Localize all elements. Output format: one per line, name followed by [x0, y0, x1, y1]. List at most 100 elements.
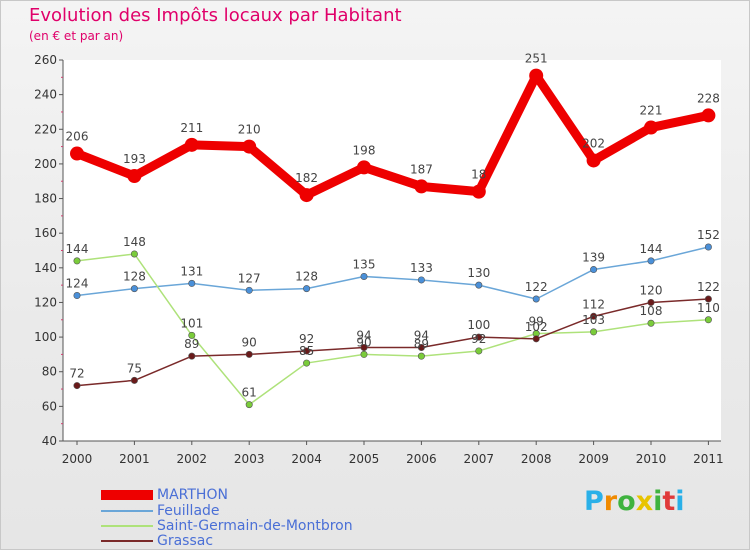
data-point-grassac: [73, 382, 81, 390]
y-tick-label: 240: [34, 88, 57, 102]
x-tick-label: 2000: [62, 452, 93, 466]
data-label-saint-germain-de-montbron: 89: [414, 337, 429, 351]
data-label-marthon: 228: [697, 91, 720, 105]
data-point-marthon: [471, 184, 486, 199]
data-label-grassac: 94: [414, 328, 429, 342]
data-label-grassac: 94: [356, 328, 371, 342]
logo-letter: x: [635, 486, 654, 517]
data-label-feuillade: 130: [467, 266, 490, 280]
data-label-grassac: 90: [242, 335, 257, 349]
data-label-feuillade: 139: [582, 251, 605, 265]
logo-letter: i: [675, 486, 685, 517]
data-point-marthon: [242, 139, 257, 154]
y-tick-label: 180: [34, 192, 57, 206]
data-point-grassac: [303, 347, 311, 355]
data-point-feuillade: [475, 281, 483, 289]
data-label-saint-germain-de-montbron: 99: [529, 315, 544, 329]
data-point-feuillade: [647, 257, 655, 265]
data-point-saint-germain-de-montbron: [647, 319, 655, 327]
logo-letter: P: [584, 486, 604, 517]
data-label-marthon: 251: [525, 52, 548, 66]
legend-label-grassac: Grassac: [157, 533, 214, 549]
data-label-marthon: 193: [123, 152, 146, 166]
series-line-grassac: [76, 298, 710, 387]
y-tick-label: 160: [34, 226, 57, 240]
series-line-feuillade: [76, 246, 710, 300]
y-tick-label: 120: [34, 295, 57, 309]
data-point-grassac: [245, 350, 253, 358]
data-label-marthon: 182: [295, 171, 318, 185]
data-label-saint-germain-de-montbron: 144: [66, 242, 89, 256]
data-point-marthon: [127, 169, 142, 184]
data-point-saint-germain-de-montbron: [475, 347, 483, 355]
data-label-grassac: 75: [127, 361, 142, 375]
data-label-marthon: 18: [471, 168, 486, 182]
data-point-saint-germain-de-montbron: [704, 316, 712, 324]
data-label-marthon: 202: [582, 136, 605, 150]
data-label-feuillade: 122: [525, 280, 548, 294]
data-point-marthon: [701, 108, 716, 123]
data-label-saint-germain-de-montbron: 90: [356, 335, 371, 349]
data-label-feuillade: 131: [180, 264, 203, 278]
data-point-marthon: [184, 137, 199, 152]
logo-letter: o: [617, 486, 636, 517]
y-tick-label: 40: [42, 434, 57, 448]
data-point-grassac: [475, 333, 483, 341]
data-label-marthon: 198: [353, 143, 376, 157]
data-label-feuillade: 135: [353, 257, 376, 271]
data-label-feuillade: 124: [66, 277, 89, 291]
data-point-saint-germain-de-montbron: [417, 352, 425, 360]
data-point-grassac: [360, 343, 368, 351]
data-label-grassac: 122: [697, 280, 720, 294]
x-tick-label: 2005: [349, 452, 380, 466]
y-tick-label: 100: [34, 330, 57, 344]
data-label-saint-germain-de-montbron: 101: [180, 316, 203, 330]
x-tick-label: 2004: [291, 452, 322, 466]
x-tick-label: 2003: [234, 452, 265, 466]
data-point-grassac: [532, 335, 540, 343]
x-tick-label: 2002: [177, 452, 208, 466]
chart-subtitle: (en € et par an): [29, 29, 124, 43]
data-label-marthon: 211: [180, 121, 203, 135]
x-tick-label: 2011: [693, 452, 724, 466]
data-point-saint-germain-de-montbron: [360, 350, 368, 358]
x-tick-label: 2001: [119, 452, 150, 466]
y-tick-label: 260: [34, 53, 57, 67]
data-label-grassac: 102: [525, 320, 548, 334]
data-label-grassac: 112: [582, 297, 605, 311]
data-label-saint-germain-de-montbron: 108: [640, 304, 663, 318]
data-label-grassac: 89: [184, 337, 199, 351]
data-point-saint-germain-de-montbron: [303, 359, 311, 367]
data-label-feuillade: 128: [295, 270, 318, 284]
data-point-grassac: [130, 376, 138, 384]
data-point-feuillade: [532, 295, 540, 303]
data-point-marthon: [529, 68, 544, 83]
data-point-feuillade: [130, 285, 138, 293]
data-point-saint-germain-de-montbron: [73, 257, 81, 265]
data-label-feuillade: 144: [640, 242, 663, 256]
legend-label-marthon: MARTHON: [157, 487, 228, 503]
data-point-feuillade: [704, 243, 712, 251]
logo-letter: t: [662, 486, 676, 517]
data-point-marthon: [70, 146, 84, 161]
data-point-feuillade: [188, 279, 196, 287]
data-label-marthon: 221: [640, 104, 663, 118]
data-point-grassac: [188, 352, 196, 360]
data-point-grassac: [417, 343, 425, 351]
data-label-saint-germain-de-montbron: 61: [242, 386, 257, 400]
data-label-saint-germain-de-montbron: 110: [697, 301, 720, 315]
data-label-grassac: 72: [69, 367, 84, 381]
data-point-feuillade: [590, 266, 598, 274]
data-label-marthon: 210: [238, 123, 261, 137]
data-point-grassac: [647, 298, 655, 306]
data-point-feuillade: [360, 272, 368, 280]
data-point-marthon: [644, 120, 658, 135]
legend-swatch-feuillade: [101, 510, 153, 512]
logo-letter: r: [603, 486, 618, 517]
data-label-saint-germain-de-montbron: 85: [299, 344, 314, 358]
y-tick-label: 200: [34, 157, 57, 171]
data-point-feuillade: [245, 286, 253, 294]
legend-label-feuillade: Feuillade: [157, 503, 220, 519]
data-label-saint-germain-de-montbron: 92: [471, 332, 486, 346]
data-point-marthon: [414, 179, 429, 194]
